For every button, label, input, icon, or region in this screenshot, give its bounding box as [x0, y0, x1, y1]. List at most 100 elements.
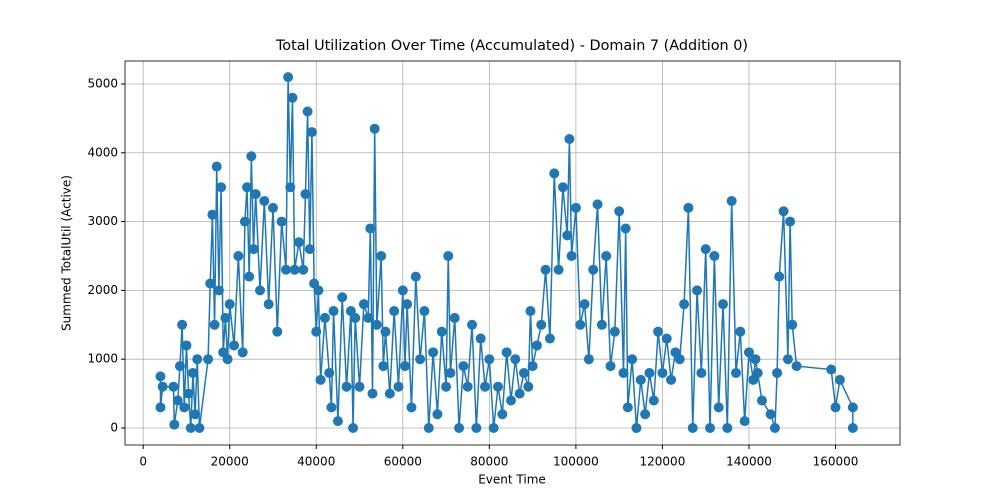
data-point — [787, 319, 798, 330]
data-point — [285, 182, 296, 193]
data-point — [785, 216, 796, 227]
y-tick-label: 2000 — [87, 283, 118, 297]
data-point — [774, 271, 785, 282]
data-point — [272, 326, 283, 337]
data-point — [194, 423, 205, 434]
data-point — [369, 123, 380, 134]
data-point — [709, 250, 720, 261]
data-point — [730, 367, 741, 378]
data-point — [562, 230, 573, 241]
data-point — [244, 271, 255, 282]
data-point — [399, 361, 410, 372]
data-point — [332, 416, 343, 427]
data-point — [242, 182, 253, 193]
data-point — [181, 340, 192, 351]
data-point — [467, 319, 478, 330]
data-point — [750, 354, 761, 365]
data-point — [259, 195, 270, 206]
data-point — [293, 237, 304, 248]
data-point — [765, 409, 776, 420]
data-point — [475, 333, 486, 344]
x-tick-label: 160000 — [813, 455, 859, 469]
data-point — [525, 306, 536, 317]
data-point — [380, 326, 391, 337]
data-point — [315, 374, 326, 385]
data-point — [363, 312, 374, 323]
data-point — [687, 423, 698, 434]
x-tick-label: 100000 — [553, 455, 599, 469]
data-point — [436, 326, 447, 337]
data-point — [432, 409, 443, 420]
data-point — [220, 312, 231, 323]
data-point — [614, 206, 625, 217]
data-point — [497, 409, 508, 420]
data-point — [575, 319, 586, 330]
data-point — [782, 354, 793, 365]
data-point — [462, 381, 473, 392]
data-point — [174, 361, 185, 372]
data-point — [557, 182, 568, 193]
data-point — [579, 299, 590, 310]
data-point — [168, 381, 179, 392]
y-tick-label: 4000 — [87, 145, 118, 159]
data-point — [501, 347, 512, 358]
data-point — [493, 381, 504, 392]
data-point — [484, 354, 495, 365]
data-point — [488, 423, 499, 434]
data-point — [341, 381, 352, 392]
data-point — [397, 285, 408, 296]
data-point — [283, 72, 294, 83]
data-point — [179, 402, 190, 413]
y-tick-label: 1000 — [87, 352, 118, 366]
data-point — [410, 271, 421, 282]
data-point — [588, 264, 599, 275]
data-point — [213, 285, 224, 296]
data-point — [211, 161, 222, 172]
data-point — [531, 340, 542, 351]
data-point — [304, 244, 315, 255]
data-point — [415, 354, 426, 365]
data-point — [177, 319, 188, 330]
data-point — [350, 312, 361, 323]
data-point — [756, 395, 767, 406]
data-point — [443, 250, 454, 261]
data-point — [601, 250, 612, 261]
data-point — [454, 423, 465, 434]
data-point — [620, 223, 631, 234]
data-point — [326, 402, 337, 413]
data-point — [358, 299, 369, 310]
data-point — [726, 195, 737, 206]
data-point — [683, 202, 694, 213]
data-point — [423, 423, 434, 434]
data-point — [428, 347, 439, 358]
data-point — [544, 333, 555, 344]
data-point — [298, 264, 309, 275]
data-point — [553, 264, 564, 275]
data-point — [250, 189, 261, 200]
data-point — [739, 416, 750, 427]
data-point — [471, 423, 482, 434]
data-point — [566, 250, 577, 261]
data-point — [627, 354, 638, 365]
data-point — [190, 409, 201, 420]
x-tick-label: 20000 — [211, 455, 249, 469]
data-point — [378, 361, 389, 372]
data-point — [205, 278, 216, 289]
data-point — [337, 292, 348, 303]
data-point — [549, 168, 560, 179]
data-point — [618, 367, 629, 378]
data-point — [518, 367, 529, 378]
data-point — [605, 361, 616, 372]
data-point — [631, 423, 642, 434]
data-point — [713, 402, 724, 413]
data-point — [583, 354, 594, 365]
data-point — [458, 361, 469, 372]
data-point — [622, 402, 633, 413]
data-point — [393, 381, 404, 392]
y-axis-label: Summed TotalUtil (Active) — [60, 175, 74, 331]
data-point — [692, 285, 703, 296]
data-point — [183, 388, 194, 399]
data-point — [564, 134, 575, 145]
data-point — [834, 374, 845, 385]
